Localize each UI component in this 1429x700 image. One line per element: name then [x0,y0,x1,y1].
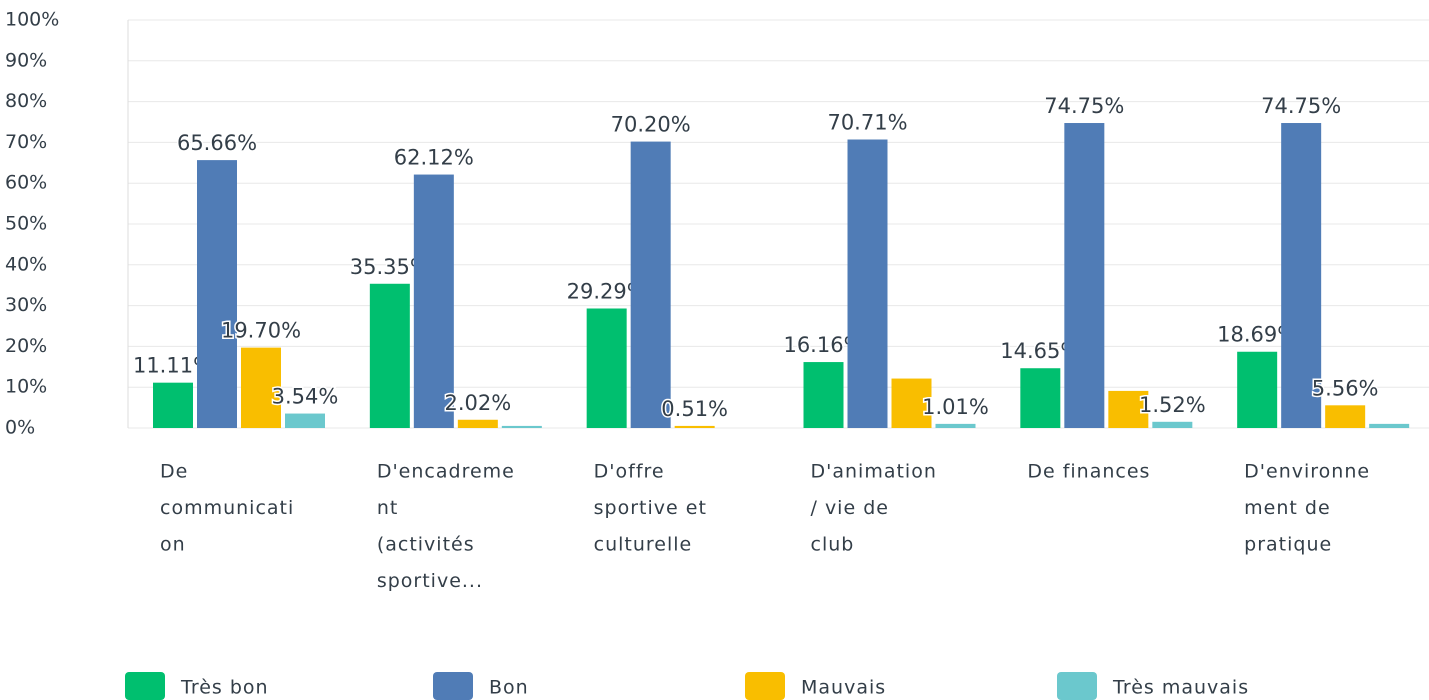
value-label: 2.02% [444,391,511,415]
value-label: 3.54% [272,385,339,409]
x-tick-label: D'environne [1244,461,1370,483]
y-tick-label: 100% [5,9,59,31]
legend-label: Très bon [180,677,269,699]
bar [674,425,715,428]
legend-label: Mauvais [801,677,886,699]
bar [891,378,932,428]
y-tick-label: 50% [5,213,47,235]
y-tick-label: 30% [5,294,47,316]
legend-swatch [745,672,785,700]
x-tick-label: (activités [377,534,475,556]
x-tick-label: communicati [160,497,294,519]
x-tick-label: D'animation [811,461,937,483]
legend-swatch [433,672,473,700]
y-tick-label: 20% [5,335,47,357]
legend-label: Très mauvais [1112,677,1249,699]
value-label: 5.56% [1312,376,1379,400]
y-tick-label: 10% [5,376,47,398]
bar [803,362,844,428]
x-tick-label: sportive... [377,570,483,592]
value-label: 70.20% [611,113,691,137]
bar [241,347,281,428]
bar [1237,351,1278,428]
x-tick-label: nt [377,497,399,519]
bar [1152,421,1193,428]
x-tick-label: ment de [1244,497,1330,519]
value-label: 1.52% [1139,393,1206,417]
bar [1369,423,1410,428]
x-tick-label: culturelle [594,534,693,556]
legend-swatch [1057,672,1097,700]
value-label: 74.75% [1261,94,1341,118]
y-tick-label: 60% [5,172,47,194]
bar [1281,123,1322,429]
legend-label: Bon [489,677,529,699]
bar [1064,123,1105,429]
x-tick-label: on [160,534,186,556]
bar [369,283,410,428]
bar [413,174,454,428]
value-label: 62.12% [394,146,474,170]
value-label: 19.70% [221,319,301,343]
y-tick-label: 90% [5,49,47,71]
x-tick-label: pratique [1244,534,1332,556]
legend-swatch [125,672,165,700]
bar [847,139,888,428]
x-tick-label: D'offre [594,461,665,483]
x-tick-label: D'encadreme [377,461,515,483]
y-tick-label: 40% [5,253,47,275]
bar [457,419,498,428]
x-tick-label: club [811,534,855,556]
value-label: 74.75% [1044,94,1124,118]
y-tick-label: 70% [5,131,47,153]
x-tick-label: De finances [1027,461,1150,483]
value-label: 65.66% [177,131,257,155]
bar [586,308,627,428]
x-tick-label: De [160,461,188,483]
bar [1020,368,1061,428]
value-label: 1.01% [922,395,989,419]
bar [630,141,671,429]
bar [1325,405,1366,428]
value-label: 70.71% [827,111,907,135]
bar [1108,390,1149,428]
bar [935,423,976,428]
bar [285,413,325,428]
x-tick-label: sportive et [594,497,707,519]
bar [501,425,542,428]
bar [153,382,193,428]
bar [197,160,237,429]
y-tick-label: 80% [5,90,47,112]
y-tick-label: 0% [5,417,35,439]
x-tick-label: / vie de [811,497,889,519]
value-label: 0.51% [661,397,728,421]
